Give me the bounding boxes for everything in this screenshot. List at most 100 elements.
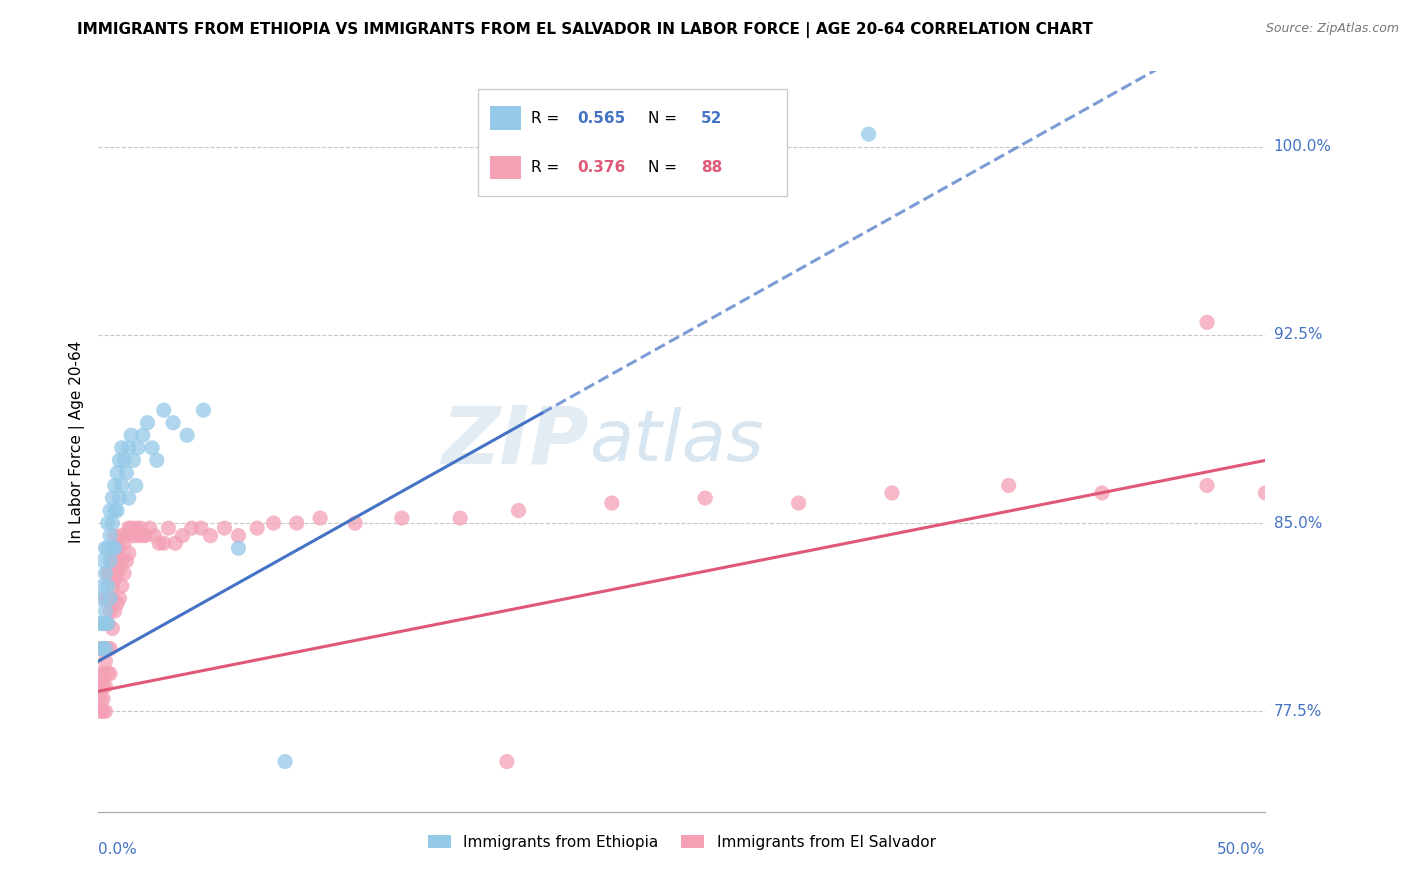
Point (111, 579, 134, 593)
Point (122, 453, 145, 467)
Point (1195, 478, 1218, 492)
Point (94, 679, 117, 693)
Point (101, 622, 124, 636)
Point (108, 591, 131, 606)
Point (148, 536, 170, 550)
FancyBboxPatch shape (478, 89, 787, 196)
Point (98, 666, 121, 681)
Point (695, 491, 717, 505)
Point (741, 127, 763, 141)
Text: ZIP: ZIP (441, 402, 589, 481)
Point (122, 529, 145, 543)
Text: IMMIGRANTS FROM ETHIOPIA VS IMMIGRANTS FROM EL SALVADOR IN LABOR FORCE | AGE 20-: IMMIGRANTS FROM ETHIOPIA VS IMMIGRANTS F… (77, 22, 1094, 38)
Legend: Immigrants from Ethiopia, Immigrants from El Salvador: Immigrants from Ethiopia, Immigrants fro… (422, 829, 942, 856)
Point (90, 591, 112, 606)
Point (104, 554, 127, 568)
Point (391, 511, 413, 525)
Point (200, 529, 222, 543)
Point (139, 521, 162, 535)
Point (91, 641, 114, 656)
Point (880, 486, 903, 500)
Text: 0.376: 0.376 (576, 160, 626, 175)
Point (274, 755, 297, 769)
Point (176, 428, 198, 442)
Point (125, 478, 148, 492)
Point (180, 521, 202, 535)
Point (98, 529, 121, 543)
Point (94, 591, 117, 606)
Text: 52: 52 (700, 111, 723, 126)
Point (97, 616, 120, 631)
Point (108, 491, 131, 505)
Point (118, 521, 141, 535)
Point (1195, 315, 1218, 329)
Point (104, 503, 127, 517)
Point (111, 441, 134, 455)
Point (134, 529, 156, 543)
Point (214, 521, 236, 535)
Point (111, 529, 134, 543)
Point (115, 529, 138, 543)
Point (129, 521, 152, 535)
Point (132, 428, 155, 442)
Point (97, 641, 120, 656)
Point (449, 511, 471, 525)
Point (98, 641, 121, 656)
Point (94, 641, 117, 656)
Point (127, 529, 149, 543)
Point (94, 604, 117, 618)
Point (111, 478, 134, 492)
Point (97, 666, 120, 681)
Point (111, 554, 134, 568)
Point (112, 566, 135, 581)
Point (787, 496, 810, 510)
Point (228, 529, 250, 543)
Point (105, 541, 128, 556)
Point (97, 591, 120, 606)
Point (118, 546, 141, 560)
Point (246, 521, 269, 535)
Point (104, 529, 127, 543)
Text: Source: ZipAtlas.com: Source: ZipAtlas.com (1265, 22, 1399, 36)
Point (1091, 486, 1114, 500)
Point (91, 616, 114, 631)
Point (127, 441, 149, 455)
Text: N =: N = (648, 160, 682, 175)
Point (104, 571, 127, 585)
Point (101, 591, 124, 606)
Point (344, 516, 367, 530)
Point (152, 536, 174, 550)
Point (172, 529, 194, 543)
Text: 77.5%: 77.5% (1274, 704, 1322, 719)
Point (97, 566, 120, 581)
Point (90, 641, 112, 656)
Point (157, 521, 180, 535)
Text: 92.5%: 92.5% (1274, 327, 1322, 343)
Point (101, 579, 124, 593)
Point (105, 566, 128, 581)
Point (91, 616, 114, 631)
Point (104, 541, 127, 556)
Point (125, 521, 148, 535)
FancyBboxPatch shape (491, 155, 522, 179)
Point (508, 503, 530, 517)
Point (496, 755, 519, 769)
Text: R =: R = (530, 160, 564, 175)
Point (94, 654, 117, 668)
Text: R =: R = (530, 111, 564, 126)
Point (141, 441, 163, 455)
Point (90, 679, 112, 693)
Text: 0.565: 0.565 (576, 111, 626, 126)
Point (98, 566, 121, 581)
Text: 85.0%: 85.0% (1274, 516, 1322, 531)
Point (101, 491, 124, 505)
Point (162, 416, 184, 430)
Point (98, 503, 121, 517)
Y-axis label: In Labor Force | Age 20-64: In Labor Force | Age 20-64 (69, 341, 84, 542)
Point (101, 541, 124, 556)
Point (146, 453, 169, 467)
Point (118, 441, 141, 455)
Point (105, 466, 128, 480)
Point (94, 541, 117, 556)
Point (97, 579, 120, 593)
